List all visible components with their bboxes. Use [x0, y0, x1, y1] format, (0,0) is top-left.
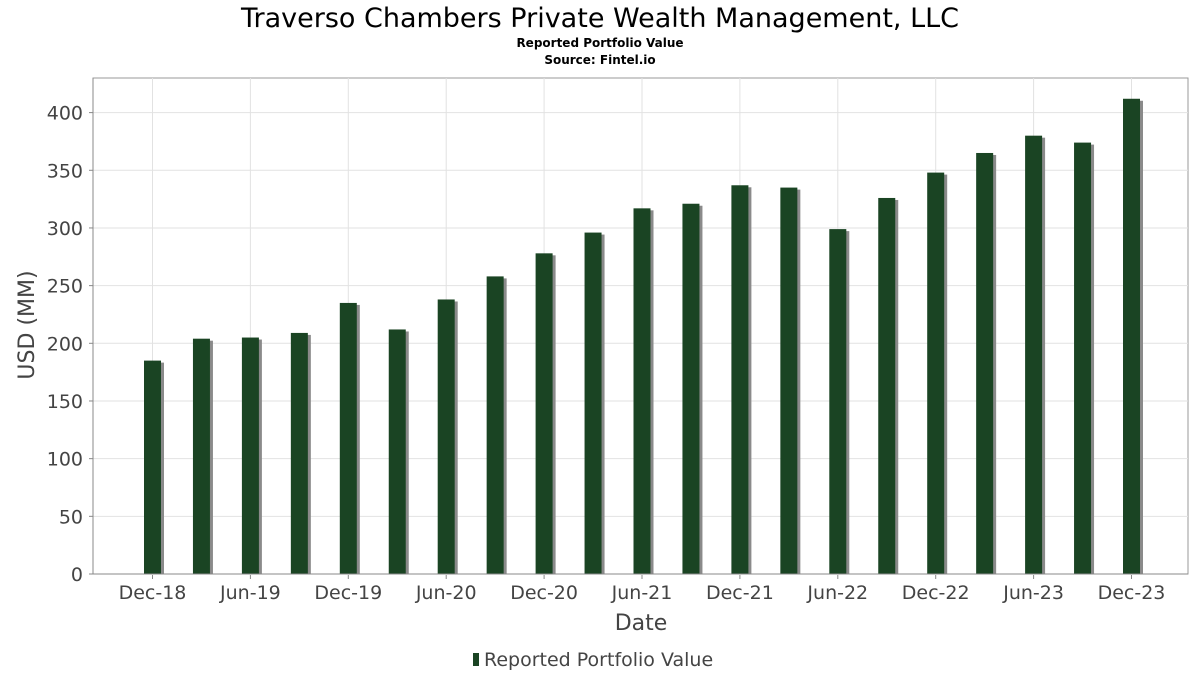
y-tick-label: 350 — [47, 160, 83, 182]
bar — [437, 299, 455, 574]
axes: 0 50 100 150 200 250 300 350 400 Dec-18 Jun-19 Dec-… — [47, 78, 1188, 604]
x-tick-label: Dec-19 — [314, 582, 382, 604]
bar-series — [144, 98, 1143, 575]
y-tick-label: 250 — [47, 276, 83, 298]
chart-title: Traverso Chambers Private Wealth Managem… — [240, 3, 959, 34]
bar — [241, 337, 259, 574]
bar — [290, 332, 308, 574]
x-tick-label: Jun-22 — [806, 582, 868, 604]
x-tick-label: Dec-23 — [1098, 582, 1166, 604]
bar — [535, 253, 553, 574]
bar — [339, 302, 357, 574]
y-tick-label: 50 — [59, 506, 83, 528]
bar — [388, 329, 406, 574]
y-tick-label: 400 — [47, 103, 83, 125]
y-tick-label: 200 — [47, 333, 83, 355]
legend-swatch — [473, 653, 479, 666]
bar — [682, 203, 700, 575]
bar — [878, 197, 896, 575]
bar — [731, 185, 749, 574]
x-tick-label: Jun-21 — [611, 582, 673, 604]
bar — [144, 360, 161, 574]
y-tick-label: 100 — [47, 449, 83, 471]
x-tick-label: Dec-20 — [510, 582, 578, 604]
x-axis-label: Date — [615, 611, 668, 636]
chart-source: Source: Fintel.io — [544, 53, 655, 67]
x-tick-label: Dec-21 — [706, 582, 774, 604]
y-tick-label: 0 — [71, 564, 83, 586]
legend-label: Reported Portfolio Value — [484, 649, 713, 671]
bar — [976, 152, 994, 574]
x-tick-label: Dec-22 — [902, 582, 970, 604]
legend: Reported Portfolio Value — [473, 649, 713, 671]
bar — [1074, 142, 1092, 575]
bar — [1123, 98, 1140, 574]
bar — [192, 338, 210, 574]
bar — [780, 187, 798, 574]
x-tick-label: Jun-20 — [415, 582, 477, 604]
x-tick-label: Dec-18 — [119, 582, 187, 604]
bar — [1025, 135, 1043, 574]
bar — [584, 232, 602, 574]
x-tick-label: Jun-19 — [219, 582, 281, 604]
y-tick-label: 300 — [47, 218, 83, 240]
y-axis-label: USD (MM) — [15, 270, 40, 379]
y-tick-label: 150 — [47, 391, 83, 413]
bar — [829, 229, 847, 574]
bar — [927, 172, 945, 574]
chart-subtitle: Reported Portfolio Value — [516, 36, 683, 50]
x-tick-label: Jun-23 — [1002, 582, 1064, 604]
bar — [486, 276, 504, 574]
bar — [633, 208, 651, 575]
